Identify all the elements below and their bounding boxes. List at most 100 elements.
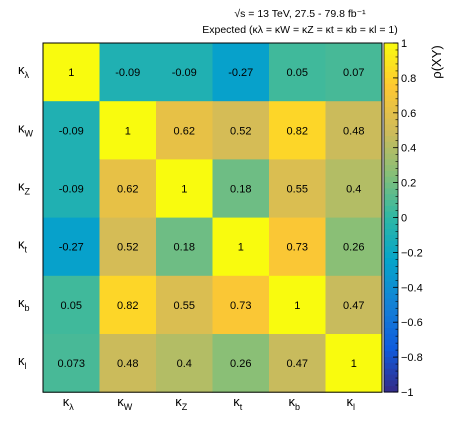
heatmap-cell-r1-c0 <box>43 101 100 160</box>
heatmap-cell-r4-c5 <box>325 275 383 335</box>
colorbar-segment <box>384 252 398 259</box>
colorbar-segment <box>384 66 398 73</box>
x-tick-label-2: κZ <box>175 394 188 412</box>
colorbar-segment <box>384 54 398 62</box>
heatmap-cell-r2-c1 <box>99 159 157 219</box>
colorbar <box>383 42 399 393</box>
cell-value-label: -0.09 <box>59 184 84 196</box>
cell-value-label: 0.4 <box>346 184 361 196</box>
cell-value-label: -0.27 <box>59 242 84 254</box>
plot-frame <box>42 42 383 393</box>
cell-value-label: 1 <box>68 67 74 79</box>
heatmap-cell-r2-c0 <box>43 159 100 219</box>
colorbar-segment <box>384 333 398 341</box>
cell-value-label: 0.82 <box>287 125 308 137</box>
colorbar-title: ρ(XY) <box>429 45 444 78</box>
heatmap-cell-r3-c3 <box>212 217 270 277</box>
colorbar-tick-label: 0.4 <box>401 143 416 155</box>
heatmap-cell-r5-c1 <box>99 334 157 393</box>
cell-value-label: 1 <box>125 125 131 137</box>
heatmap-cell-r2-c2 <box>156 159 213 219</box>
x-tick-label-3: κt <box>233 394 243 412</box>
heatmap-cell-r3-c2 <box>156 217 213 277</box>
kappa-subscript: t <box>25 245 28 255</box>
cell-value-label: -0.09 <box>59 125 84 137</box>
heatmap-cell-r2-c3 <box>212 159 270 219</box>
colorbar-segment <box>384 130 398 137</box>
cell-value-label: 0.55 <box>174 300 195 312</box>
x-tick-label-0: κλ <box>63 394 75 412</box>
cell-value-label: 1 <box>181 184 187 196</box>
cell-value-label: 1 <box>351 358 357 370</box>
cell-value-label: 0.18 <box>230 184 251 196</box>
colorbar-segment <box>384 141 398 149</box>
kappa-symbol: κ <box>18 353 25 368</box>
kappa-symbol: κ <box>18 62 25 77</box>
colorbar-tick-label: −0.6 <box>401 317 423 329</box>
cell-value-label: 0.26 <box>343 242 364 254</box>
kappa-subscript: t <box>240 402 243 412</box>
cell-value-label: 0.52 <box>230 125 251 137</box>
cell-value-label: 0.4 <box>177 358 192 370</box>
y-tick-label-3: κt <box>18 237 28 255</box>
colorbar-tick-label: 0.2 <box>401 178 416 190</box>
kappa-subscript: λ <box>25 70 30 80</box>
cell-value-label: 0.47 <box>343 300 364 312</box>
kappa-subscript: W <box>25 128 34 138</box>
heatmap-cell-r1-c1 <box>99 101 157 160</box>
heatmap-cell-r3-c4 <box>269 217 326 277</box>
heatmap-cell-r3-c1 <box>99 217 157 277</box>
heatmap-value-labels: 1 -0.09 -0.09 -0.27 0.05 0.07 -0.09 1 0.62 0.52 0.… <box>57 67 364 370</box>
colorbar-segment <box>384 194 398 201</box>
x-axis-labels: κλ κW κZ κt κb κl <box>63 394 355 412</box>
kappa-symbol: κ <box>288 394 295 409</box>
colorbar-segment <box>384 165 398 172</box>
cell-value-label: 0.48 <box>343 125 364 137</box>
cell-value-label: 0.05 <box>61 300 82 312</box>
colorbar-segment <box>384 182 398 190</box>
colorbar-segment <box>384 72 398 79</box>
heatmap-cell-r0-c1 <box>99 43 157 102</box>
heatmap-cell-r4-c2 <box>156 275 213 335</box>
colorbar-segment <box>384 269 398 277</box>
cell-value-label: 0.05 <box>287 67 308 79</box>
x-tick-label-4: κb <box>288 394 300 412</box>
kappa-symbol: κ <box>175 394 182 409</box>
colorbar-segment <box>384 357 398 364</box>
y-tick-label-2: κZ <box>18 179 31 197</box>
kappa-subscript: l <box>25 361 27 371</box>
heatmap-cell-r5-c0 <box>43 334 100 393</box>
colorbar-tick-label: 0 <box>401 213 407 225</box>
kappa-subscript: λ <box>69 402 74 412</box>
y-tick-label-1: κW <box>18 120 34 138</box>
colorbar-segment <box>384 159 398 166</box>
colorbar-segment <box>384 89 398 96</box>
heatmap-cell-r3-c0 <box>43 217 100 277</box>
heatmap-cell-r2-c4 <box>269 159 326 219</box>
cell-value-label: -0.09 <box>115 67 140 79</box>
kappa-subscript: Z <box>25 187 31 197</box>
colorbar-segment <box>384 310 398 317</box>
cell-value-label: 0.073 <box>57 358 85 370</box>
colorbar-tick-label: −1 <box>401 387 414 399</box>
colorbar-segment <box>384 118 398 126</box>
colorbar-segment <box>384 223 398 230</box>
colorbar-segment <box>384 374 398 381</box>
colorbar-segment <box>384 287 398 294</box>
kappa-symbol: κ <box>18 179 25 194</box>
colorbar-segment <box>384 153 398 160</box>
kappa-subscript: Z <box>182 402 188 412</box>
colorbar-segment <box>384 60 398 67</box>
y-tick-label-5: κl <box>18 353 27 371</box>
heatmap-cell-r4-c0 <box>43 275 100 335</box>
colorbar-segment <box>384 101 398 108</box>
colorbar-segment <box>384 264 398 271</box>
heatmap-cell-r4-c3 <box>212 275 270 335</box>
colorbar-segment <box>384 293 398 300</box>
heatmap-cell-r0-c0 <box>43 43 100 102</box>
cell-value-label: -0.27 <box>228 67 253 79</box>
cell-value-label: 0.47 <box>287 358 308 370</box>
heatmap-cell-r0-c5 <box>325 43 383 102</box>
cell-value-label: 0.62 <box>117 184 138 196</box>
